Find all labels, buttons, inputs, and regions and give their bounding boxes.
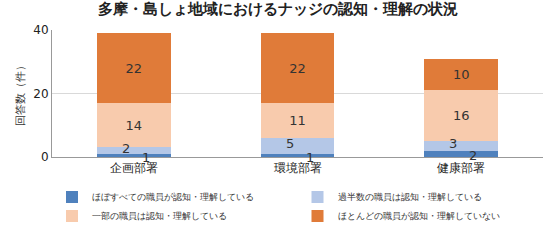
svg-text:過半数の職員は認知・理解している: 過半数の職員は認知・理解している [338, 192, 482, 202]
svg-text:環境部署: 環境部署 [274, 161, 322, 175]
svg-text:ほとんどの職員が認知・理解していない: ほとんどの職員が認知・理解していない [338, 211, 500, 221]
svg-text:企画部署: 企画部署 [110, 161, 158, 175]
svg-text:多摩・島しょ地域におけるナッジの認知・理解の状況: 多摩・島しょ地域におけるナッジの認知・理解の状況 [98, 0, 458, 18]
svg-text:2: 2 [122, 141, 130, 156]
svg-text:10: 10 [453, 67, 470, 82]
svg-text:一部の職員は認知・理解している: 一部の職員は認知・理解している [92, 211, 227, 221]
svg-text:1: 1 [142, 150, 150, 165]
svg-text:11: 11 [289, 113, 306, 128]
svg-text:22: 22 [126, 61, 143, 76]
svg-text:5: 5 [286, 136, 294, 151]
svg-text:健康部署: 健康部署 [437, 161, 485, 175]
svg-text:0: 0 [41, 150, 49, 164]
svg-text:ほぼすべての職員が認知・理解している: ほぼすべての職員が認知・理解している [92, 192, 254, 202]
svg-text:3: 3 [449, 136, 457, 151]
svg-text:40: 40 [33, 23, 48, 37]
svg-text:1: 1 [306, 150, 314, 165]
svg-text:16: 16 [453, 108, 470, 123]
svg-text:22: 22 [289, 61, 306, 76]
svg-text:2: 2 [469, 148, 477, 163]
svg-text:20: 20 [33, 87, 48, 101]
svg-text:14: 14 [126, 118, 143, 133]
svg-text:回答数（件）: 回答数（件） [14, 61, 27, 127]
